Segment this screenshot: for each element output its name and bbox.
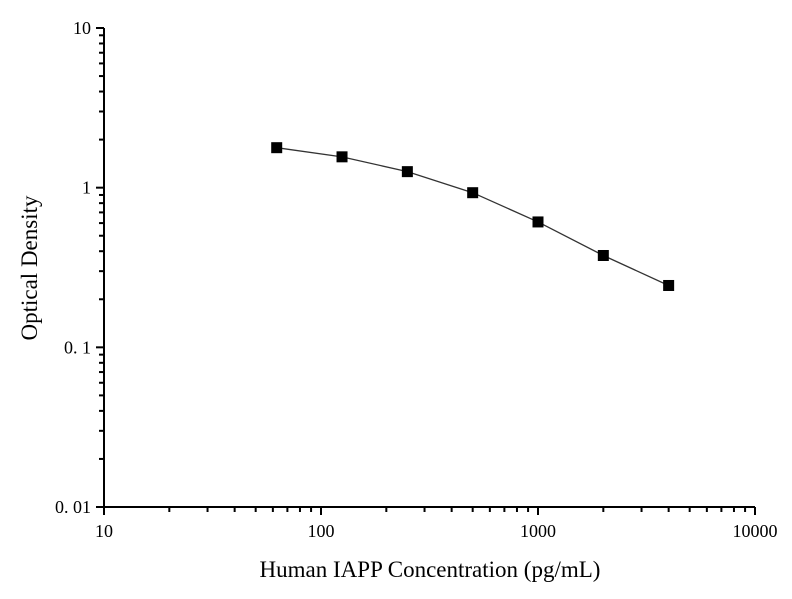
y-axis-title: Optical Density (17, 195, 42, 340)
data-point (467, 187, 479, 199)
series-line (276, 147, 669, 287)
data-point (336, 151, 348, 163)
data-point (532, 216, 544, 228)
x-tick-label: 10000 (733, 521, 778, 541)
data-point (597, 249, 609, 261)
x-tick-label: 1000 (520, 521, 556, 541)
data-point (401, 166, 413, 178)
series-layer (271, 142, 675, 291)
data-point (271, 142, 283, 154)
y-tick-label: 0. 1 (64, 337, 91, 357)
axes: 10 100 1000 10000 0. 01 0. 1 1 10 (55, 18, 778, 541)
x-tick-label: 10 (95, 521, 113, 541)
x-tick-label: 100 (308, 521, 335, 541)
data-point (663, 279, 675, 291)
x-axis-title: Human IAPP Concentration (pg/mL) (260, 557, 601, 582)
y-tick-label: 0. 01 (55, 497, 91, 517)
y-tick-label: 1 (82, 178, 91, 198)
y-tick-label: 10 (73, 18, 91, 38)
